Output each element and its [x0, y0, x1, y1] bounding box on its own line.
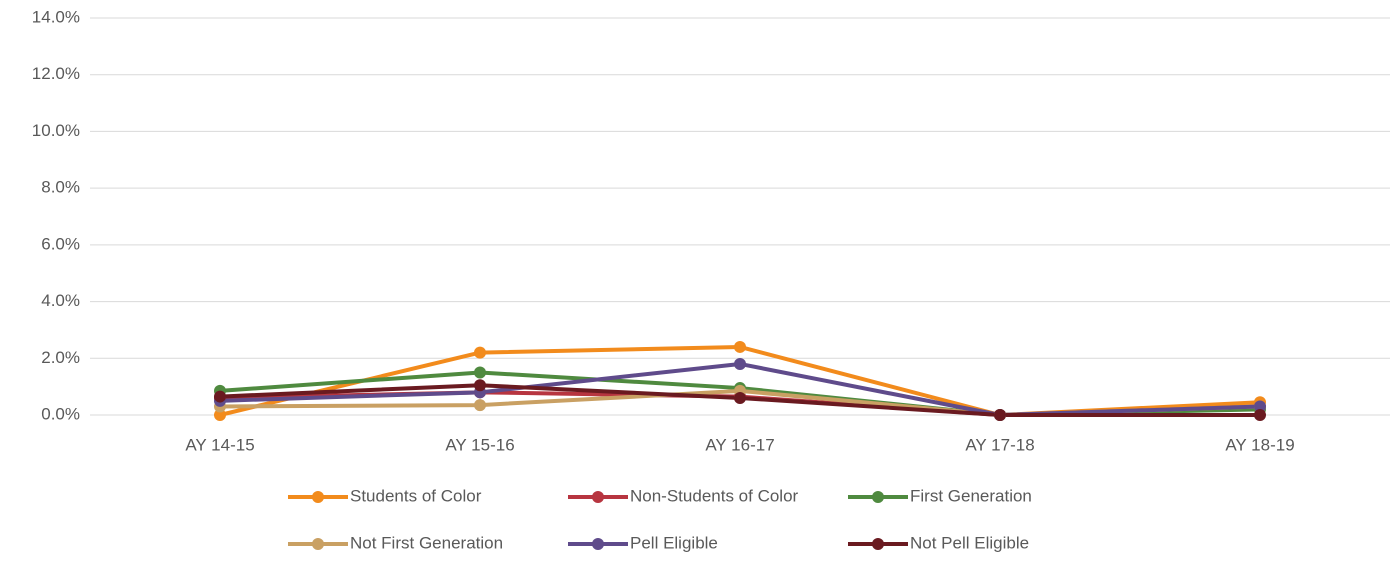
legend-marker — [312, 491, 324, 503]
legend-label: First Generation — [910, 486, 1032, 505]
x-tick-label: AY 17-18 — [965, 435, 1034, 454]
y-tick-label: 4.0% — [41, 291, 80, 310]
data-point — [474, 399, 486, 412]
data-point — [734, 357, 746, 370]
x-tick-label: AY 18-19 — [1225, 435, 1294, 454]
x-tick-label: AY 14-15 — [185, 435, 254, 454]
legend-marker — [592, 538, 604, 550]
data-point — [474, 379, 486, 392]
y-tick-label: 0.0% — [41, 404, 80, 423]
data-point — [474, 366, 486, 379]
legend-label: Pell Eligible — [630, 533, 718, 552]
legend-marker — [872, 538, 884, 550]
legend-marker — [312, 538, 324, 550]
legend-marker — [872, 491, 884, 503]
y-tick-label: 10.0% — [32, 121, 80, 140]
data-point — [1254, 409, 1266, 421]
x-tick-label: AY 16-17 — [705, 435, 774, 454]
data-point — [214, 390, 226, 403]
data-point — [474, 346, 486, 359]
data-point — [734, 340, 746, 353]
legend-label: Students of Color — [350, 486, 482, 505]
data-point — [1254, 400, 1266, 413]
legend-marker — [592, 491, 604, 503]
y-tick-label: 12.0% — [32, 64, 80, 83]
data-point — [994, 409, 1006, 421]
x-tick-label: AY 15-16 — [445, 435, 514, 454]
legend-label: Not First Generation — [350, 533, 503, 552]
y-tick-label: 8.0% — [41, 178, 80, 197]
y-tick-label: 2.0% — [41, 348, 80, 367]
y-tick-label: 14.0% — [32, 7, 80, 26]
data-point — [734, 391, 746, 404]
y-tick-label: 6.0% — [41, 234, 80, 253]
legend-label: Non-Students of Color — [630, 486, 799, 505]
data-point — [214, 409, 226, 421]
legend-label: Not Pell Eligible — [910, 533, 1029, 552]
